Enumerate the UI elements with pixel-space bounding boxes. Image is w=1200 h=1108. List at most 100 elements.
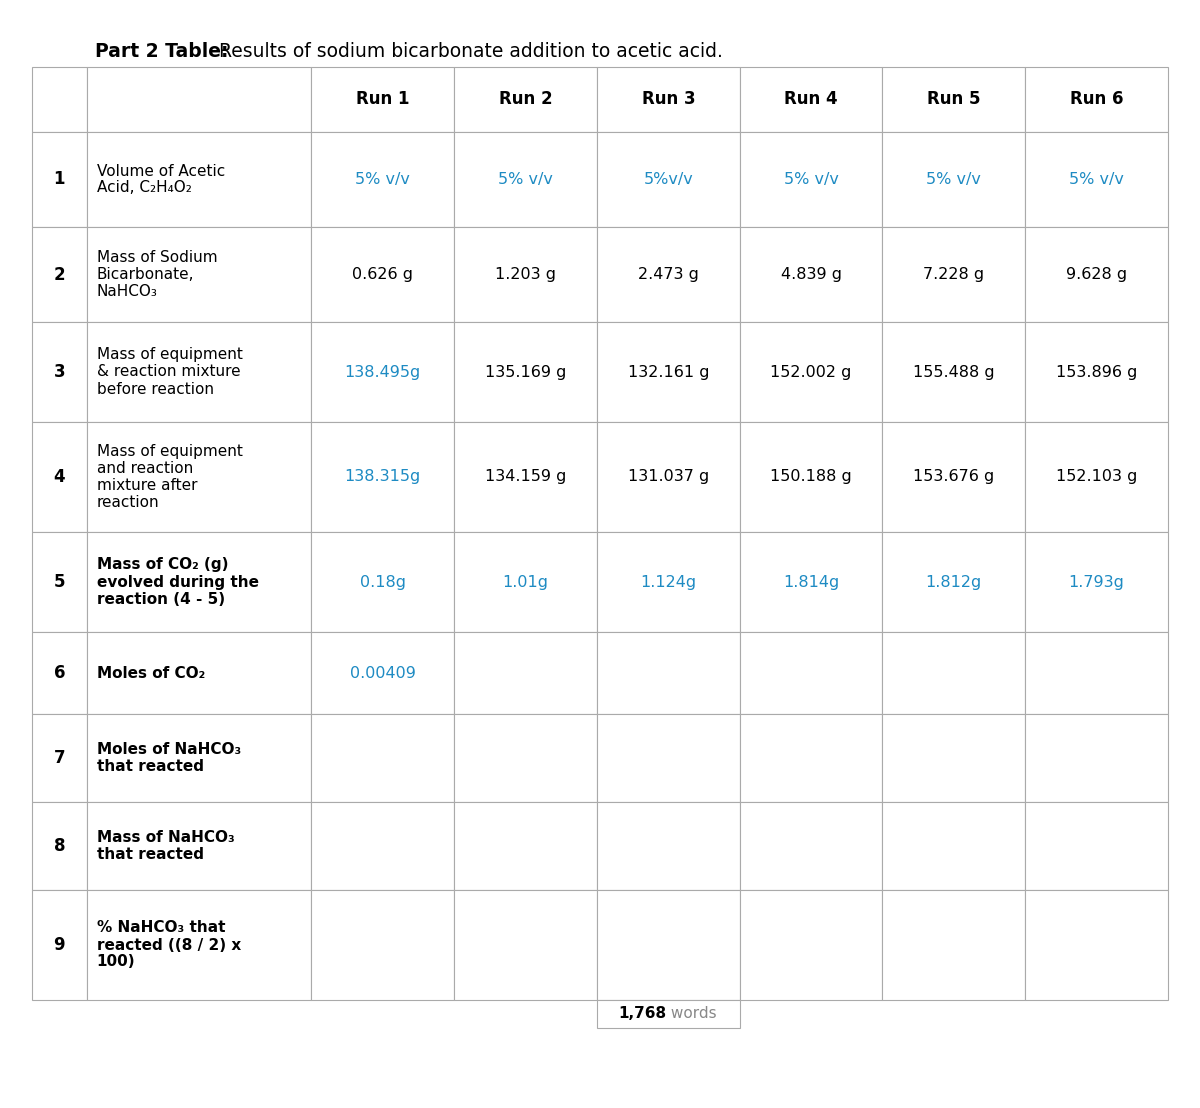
Bar xyxy=(455,532,596,632)
Bar xyxy=(455,422,596,532)
Bar xyxy=(86,227,312,322)
Text: 5: 5 xyxy=(54,573,65,591)
Text: 134.159 g: 134.159 g xyxy=(485,470,566,484)
Bar xyxy=(882,632,1025,714)
Text: Run 1: Run 1 xyxy=(356,91,409,109)
Text: and reaction: and reaction xyxy=(96,461,193,476)
Bar xyxy=(86,132,312,227)
Bar xyxy=(32,227,86,322)
Bar xyxy=(882,132,1025,227)
Text: 6: 6 xyxy=(54,664,65,683)
Bar xyxy=(32,714,86,802)
Bar xyxy=(1025,422,1168,532)
Bar xyxy=(596,632,739,714)
Text: 0.00409: 0.00409 xyxy=(350,666,415,680)
Text: 7: 7 xyxy=(54,749,65,767)
Bar xyxy=(1025,632,1168,714)
Text: before reaction: before reaction xyxy=(96,381,214,397)
Bar xyxy=(312,532,455,632)
Bar xyxy=(312,890,455,1001)
Text: 0.18g: 0.18g xyxy=(360,575,406,589)
Text: Moles of CO₂: Moles of CO₂ xyxy=(96,666,205,680)
Bar xyxy=(739,532,882,632)
Bar xyxy=(312,802,455,890)
Bar xyxy=(882,227,1025,322)
Text: reacted ((8 / 2) x: reacted ((8 / 2) x xyxy=(96,937,241,953)
Text: reaction (4 - 5): reaction (4 - 5) xyxy=(96,592,224,606)
Bar xyxy=(739,227,882,322)
Bar xyxy=(455,66,596,132)
Text: that reacted: that reacted xyxy=(96,759,204,774)
Bar xyxy=(1025,132,1168,227)
Text: 3: 3 xyxy=(54,363,65,381)
Text: 100): 100) xyxy=(96,954,136,970)
Text: NaHCO₃: NaHCO₃ xyxy=(96,284,157,299)
Text: 2: 2 xyxy=(54,266,65,284)
Bar xyxy=(882,322,1025,422)
Bar xyxy=(596,322,739,422)
Text: Mass of NaHCO₃: Mass of NaHCO₃ xyxy=(96,830,234,845)
Text: 1.814g: 1.814g xyxy=(782,575,839,589)
Text: 135.169 g: 135.169 g xyxy=(485,365,566,380)
Bar xyxy=(882,802,1025,890)
Text: 5% v/v: 5% v/v xyxy=(1069,172,1124,187)
Bar xyxy=(596,890,739,1001)
Text: 155.488 g: 155.488 g xyxy=(913,365,995,380)
Text: Mass of equipment: Mass of equipment xyxy=(96,348,242,362)
Bar xyxy=(1025,802,1168,890)
Text: words: words xyxy=(666,1006,716,1022)
Text: 5% v/v: 5% v/v xyxy=(355,172,410,187)
Bar xyxy=(739,632,882,714)
Bar xyxy=(882,890,1025,1001)
Bar xyxy=(32,322,86,422)
Bar xyxy=(596,227,739,322)
Text: 5%v/v: 5%v/v xyxy=(643,172,694,187)
Bar xyxy=(32,890,86,1001)
Bar xyxy=(455,802,596,890)
Bar xyxy=(739,714,882,802)
Text: 1.812g: 1.812g xyxy=(925,575,982,589)
Bar xyxy=(882,422,1025,532)
Text: 1.203 g: 1.203 g xyxy=(496,267,556,283)
Text: Part 2 Table:: Part 2 Table: xyxy=(95,42,228,61)
Text: Run 6: Run 6 xyxy=(1070,91,1123,109)
Text: & reaction mixture: & reaction mixture xyxy=(96,365,240,380)
Text: 152.002 g: 152.002 g xyxy=(770,365,852,380)
Text: Acid, C₂H₄O₂: Acid, C₂H₄O₂ xyxy=(96,181,192,195)
Text: 153.676 g: 153.676 g xyxy=(913,470,995,484)
Text: 2.473 g: 2.473 g xyxy=(638,267,698,283)
Text: 1,768: 1,768 xyxy=(618,1006,666,1022)
Bar xyxy=(312,66,455,132)
Text: Mass of equipment: Mass of equipment xyxy=(96,444,242,459)
Bar xyxy=(596,714,739,802)
Bar xyxy=(739,890,882,1001)
Bar xyxy=(1025,714,1168,802)
Text: 0.626 g: 0.626 g xyxy=(353,267,413,283)
Text: Results of sodium bicarbonate addition to acetic acid.: Results of sodium bicarbonate addition t… xyxy=(214,42,722,61)
Bar xyxy=(32,532,86,632)
Text: 4: 4 xyxy=(54,468,65,486)
Bar xyxy=(596,66,739,132)
Bar xyxy=(596,132,739,227)
Bar xyxy=(86,714,312,802)
Text: 1: 1 xyxy=(54,171,65,188)
Text: Volume of Acetic: Volume of Acetic xyxy=(96,164,224,178)
Text: 8: 8 xyxy=(54,837,65,855)
Bar xyxy=(739,322,882,422)
Text: Bicarbonate,: Bicarbonate, xyxy=(96,267,194,283)
Bar xyxy=(312,632,455,714)
Bar xyxy=(596,802,739,890)
Bar xyxy=(312,714,455,802)
Bar xyxy=(86,802,312,890)
Bar xyxy=(86,66,312,132)
Text: 7.228 g: 7.228 g xyxy=(923,267,984,283)
Text: 5% v/v: 5% v/v xyxy=(498,172,553,187)
Bar xyxy=(455,132,596,227)
Bar xyxy=(455,632,596,714)
Bar xyxy=(455,227,596,322)
Text: 152.103 g: 152.103 g xyxy=(1056,470,1138,484)
Bar xyxy=(312,132,455,227)
Text: 4.839 g: 4.839 g xyxy=(781,267,841,283)
Text: 1.01g: 1.01g xyxy=(503,575,548,589)
Bar xyxy=(455,322,596,422)
